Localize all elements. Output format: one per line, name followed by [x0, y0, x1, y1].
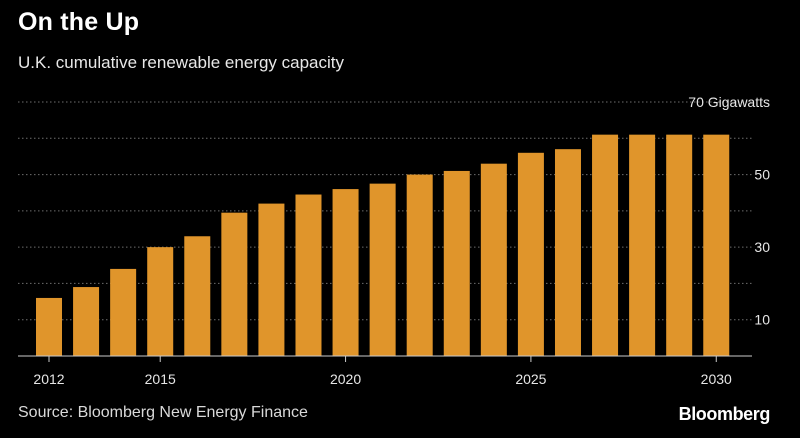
x-tick-label: 2020 [330, 371, 361, 387]
bar-2028 [629, 134, 656, 356]
bar-2022 [406, 174, 433, 356]
y-tick-label: 70 Gigawatts [688, 94, 770, 110]
x-tick-label: 2015 [145, 371, 176, 387]
x-tick-label: 2012 [33, 371, 64, 387]
bar-2018 [258, 203, 285, 356]
chart-title: On the Up [18, 8, 140, 36]
bar-2029 [666, 134, 693, 356]
bloomberg-logo: Bloomberg [678, 404, 771, 424]
y-tick-label: 30 [754, 239, 770, 255]
x-tick-label: 2025 [515, 371, 546, 387]
chart-subtitle: U.K. cumulative renewable energy capacit… [18, 53, 344, 72]
x-tick-label: 2030 [701, 371, 732, 387]
bar-2012 [36, 297, 62, 356]
bar-2017 [221, 212, 248, 356]
bar-2030 [703, 134, 730, 356]
y-tick-label: 10 [754, 312, 770, 328]
bar-2023 [443, 170, 470, 356]
bar-2025 [517, 152, 544, 356]
bar-2020 [332, 189, 359, 356]
bar-2026 [554, 149, 581, 356]
bar-2024 [480, 163, 507, 356]
bar-2021 [369, 183, 396, 356]
bar-chart: 10 30 50 70 Gigawatts 2012 2015 2020 2025 2030 [18, 94, 770, 387]
bar-2013 [73, 287, 100, 356]
bar-2014 [110, 268, 137, 356]
bar-2015 [147, 247, 174, 356]
bar-2016 [184, 236, 211, 356]
bar-2019 [295, 194, 322, 356]
source-note: Source: Bloomberg New Energy Finance [18, 404, 308, 421]
bar-2027 [592, 134, 619, 356]
y-tick-label: 50 [754, 167, 770, 183]
